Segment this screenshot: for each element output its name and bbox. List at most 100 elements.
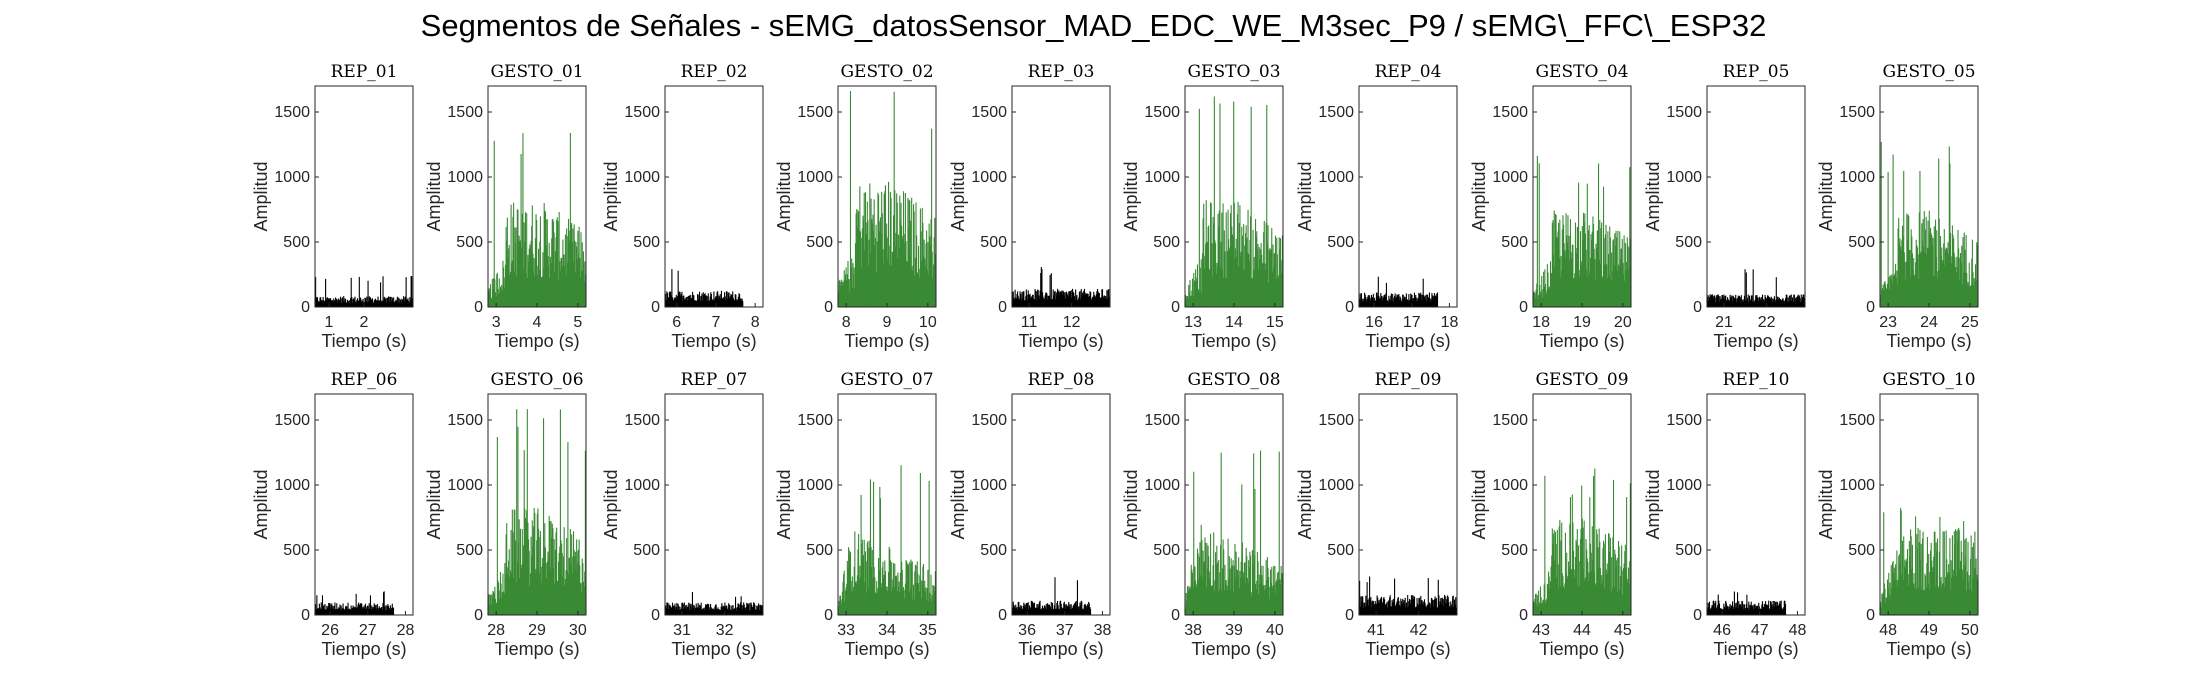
- x-axis-label: Tiempo (s): [1018, 331, 1103, 351]
- x-tick-label: 42: [1410, 622, 1428, 639]
- x-tick-label: 29: [528, 622, 546, 639]
- y-tick-label: 500: [456, 542, 483, 559]
- x-tick-label: 47: [1751, 622, 1769, 639]
- x-tick-label: 50: [1961, 622, 1979, 639]
- x-tick-label: 18: [1532, 314, 1550, 331]
- x-tick-label: 48: [1879, 622, 1897, 639]
- x-axis-label: Tiempo (s): [1018, 639, 1103, 659]
- x-tick-label: 37: [1056, 622, 1074, 639]
- axes-box: [1706, 393, 1806, 616]
- x-tick-label: 17: [1403, 314, 1421, 331]
- y-tick-label: 0: [1171, 607, 1180, 624]
- axes-box: [664, 85, 764, 308]
- x-tick-label: 14: [1225, 314, 1243, 331]
- x-tick-label: 32: [716, 622, 734, 639]
- x-tick-label: 7: [712, 314, 721, 331]
- signal-bars: [487, 409, 586, 615]
- x-axis-label: Tiempo (s): [1539, 639, 1624, 659]
- subplot-title: REP_07: [681, 370, 748, 390]
- y-axis-label: Amplitud: [1295, 161, 1315, 231]
- y-tick-label: 0: [474, 299, 483, 316]
- y-tick-label: 1000: [447, 169, 483, 186]
- y-tick-label: 1500: [1318, 412, 1354, 429]
- x-tick-label: 20: [1614, 314, 1632, 331]
- x-axis-label: Tiempo (s): [1886, 331, 1971, 351]
- x-tick-label: 23: [1879, 314, 1897, 331]
- x-tick-label: 41: [1367, 622, 1385, 639]
- x-tick-label: 11: [1021, 314, 1038, 331]
- x-tick-label: 19: [1573, 314, 1591, 331]
- y-tick-label: 1000: [1144, 169, 1180, 186]
- x-axis-label: Tiempo (s): [844, 331, 929, 351]
- y-tick-label: 0: [1345, 299, 1354, 316]
- y-axis-label: Amplitud: [948, 469, 968, 539]
- signal-bars: [1358, 276, 1439, 307]
- x-tick-label: 1: [325, 314, 334, 331]
- y-axis-label: Amplitud: [1469, 469, 1489, 539]
- y-axis-label: Amplitud: [1816, 161, 1836, 231]
- y-axis-label: Amplitud: [1469, 161, 1489, 231]
- y-tick-label: 1000: [1318, 477, 1354, 494]
- subplot-title: REP_10: [1723, 370, 1790, 390]
- signal-bars: [1706, 591, 1787, 615]
- y-tick-label: 1000: [797, 169, 833, 186]
- y-tick-label: 1000: [971, 169, 1007, 186]
- y-tick-label: 1500: [1144, 412, 1180, 429]
- x-tick-label: 12: [1063, 314, 1081, 331]
- x-tick-label: 38: [1184, 622, 1202, 639]
- subplot-title: GESTO_01: [490, 62, 583, 82]
- x-tick-label: 15: [1266, 314, 1284, 331]
- x-tick-label: 27: [359, 622, 377, 639]
- y-tick-label: 500: [456, 234, 483, 251]
- y-tick-label: 0: [824, 299, 833, 316]
- y-tick-label: 1000: [1492, 169, 1528, 186]
- signal-bars: [1706, 269, 1805, 307]
- signal-bars: [314, 276, 413, 307]
- y-axis-label: Amplitud: [948, 161, 968, 231]
- y-tick-label: 1500: [274, 412, 310, 429]
- signal-bars: [1184, 450, 1283, 615]
- axes-box: [314, 393, 414, 616]
- y-tick-label: 1500: [797, 104, 833, 121]
- x-tick-label: 22: [1758, 314, 1776, 331]
- signal-bars: [1532, 155, 1631, 307]
- subplot-title: GESTO_07: [840, 370, 933, 390]
- y-axis-label: Amplitud: [424, 469, 444, 539]
- y-tick-label: 500: [1848, 542, 1875, 559]
- signal-bars: [1879, 507, 1978, 615]
- subplot-title: GESTO_02: [840, 62, 933, 82]
- y-tick-label: 1500: [1666, 104, 1702, 121]
- x-axis-label: Tiempo (s): [1365, 639, 1450, 659]
- x-tick-label: 34: [878, 622, 896, 639]
- signal-bars: [314, 591, 395, 615]
- y-tick-label: 1500: [1492, 412, 1528, 429]
- y-tick-label: 500: [806, 234, 833, 251]
- x-tick-label: 28: [397, 622, 415, 639]
- y-axis-label: Amplitud: [1643, 469, 1663, 539]
- x-axis-label: Tiempo (s): [1191, 331, 1276, 351]
- y-tick-label: 1500: [1666, 412, 1702, 429]
- figure-title: Segmentos de Señales - sEMG_datosSensor_…: [420, 8, 1767, 43]
- subplot-title: GESTO_10: [1882, 370, 1975, 390]
- x-axis-label: Tiempo (s): [844, 639, 929, 659]
- y-tick-label: 500: [1327, 234, 1354, 251]
- x-tick-label: 25: [1961, 314, 1979, 331]
- y-tick-label: 500: [1848, 234, 1875, 251]
- y-tick-label: 0: [1345, 607, 1354, 624]
- y-tick-label: 500: [633, 234, 660, 251]
- subplot-title: GESTO_03: [1187, 62, 1280, 82]
- y-tick-label: 0: [1693, 299, 1702, 316]
- subplot-title: GESTO_08: [1187, 370, 1280, 390]
- y-tick-label: 0: [824, 607, 833, 624]
- y-tick-label: 1500: [1492, 104, 1528, 121]
- y-tick-label: 500: [283, 542, 310, 559]
- subplot-title: REP_05: [1723, 62, 1790, 82]
